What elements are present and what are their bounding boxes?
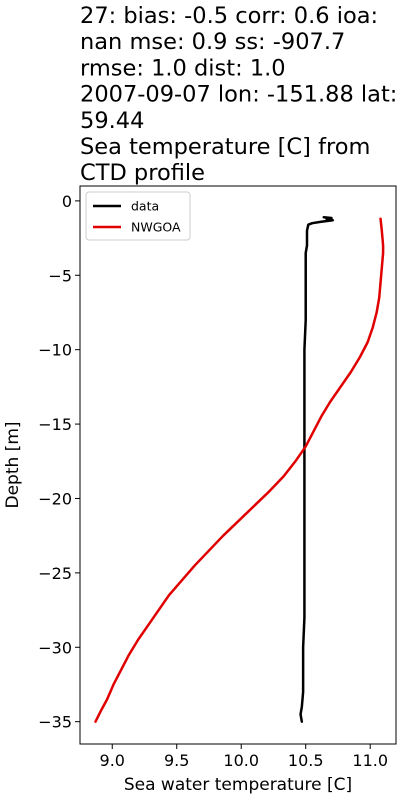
y-tick-label: −10: [38, 341, 72, 360]
title-line: Sea temperature [C] from: [80, 134, 370, 160]
y-tick-label: −15: [38, 415, 72, 434]
title-line: 59.44: [80, 108, 144, 134]
legend: data NWGOA: [85, 191, 191, 241]
title-line: 27: bias: -0.5 corr: 0.6 ioa:: [80, 3, 378, 29]
x-axis-label: Sea water temperature [C]: [124, 775, 352, 795]
title-line: rmse: 1.0 dist: 1.0: [80, 55, 286, 81]
y-tick-label: −20: [38, 489, 72, 508]
x-tick-label: 9.5: [164, 751, 189, 770]
x-tick-label: 9.0: [100, 751, 125, 770]
legend-entry-label: data: [131, 199, 159, 214]
chart-title: 27: bias: -0.5 corr: 0.6 ioa:nan mse: 0.…: [80, 3, 397, 186]
title-line: 2007-09-07 lon: -151.88 lat:: [80, 82, 397, 108]
series-line-data: [299, 216, 335, 723]
y-axis-label: Depth [m]: [3, 421, 23, 508]
series-line-nwgoa: [94, 217, 385, 723]
title-line: CTD profile: [80, 160, 205, 186]
x-tick-label: 11.0: [352, 751, 388, 770]
title-line: nan mse: 0.9 ss: -907.7: [80, 29, 345, 55]
x-tick-label: 10.5: [288, 751, 324, 770]
legend-entry-label: NWGOA: [131, 220, 181, 235]
plot-frame: [79, 185, 397, 745]
plot-area: [79, 185, 397, 745]
series-layer: [94, 216, 385, 723]
y-tick-label: −5: [48, 266, 72, 285]
y-tick-label: 0: [62, 192, 72, 211]
y-tick-label: −35: [38, 713, 72, 732]
x-tick-label: 10.0: [223, 751, 259, 770]
y-tick-label: −25: [38, 564, 72, 583]
y-tick-label: −30: [38, 638, 72, 657]
x-axis: 9.0 9.5 10.0 10.5 11.0: [100, 744, 388, 770]
y-axis: 0 −5 −10 −15 −20 −25 −30 −35: [38, 192, 80, 732]
